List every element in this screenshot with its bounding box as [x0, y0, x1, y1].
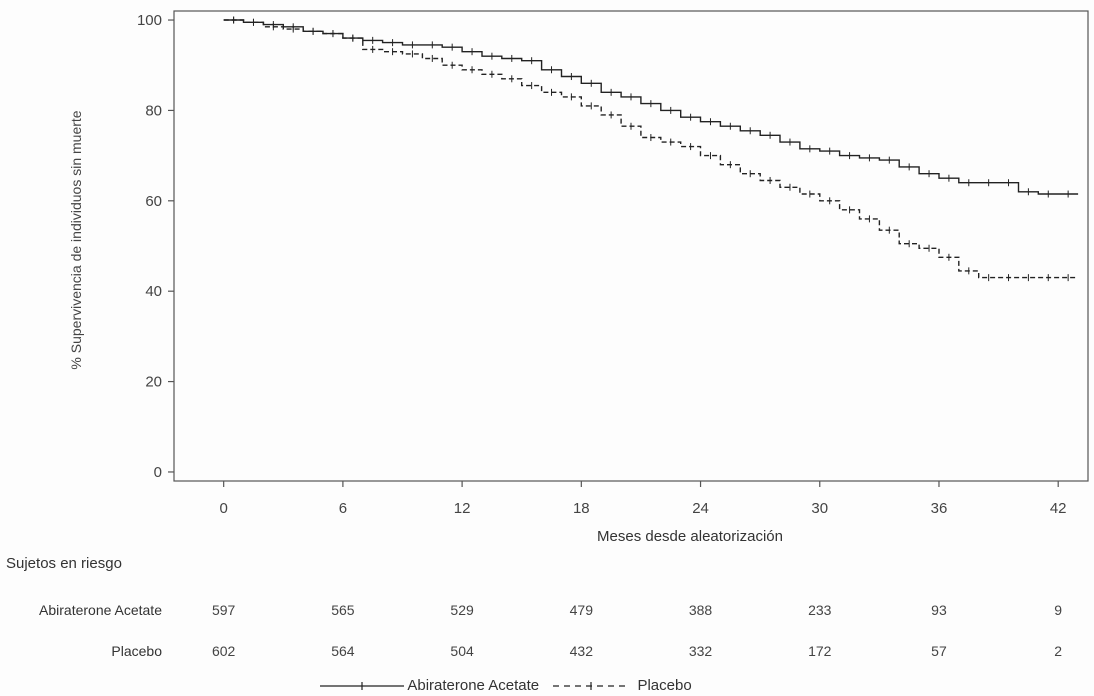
risk-cell: 529: [450, 602, 474, 618]
risk-table-title: Sujetos en riesgo: [6, 555, 122, 572]
legend-label-placebo: Placebo: [637, 676, 692, 694]
risk-row-label: Placebo: [111, 643, 162, 659]
risk-cell: 2: [1054, 643, 1063, 659]
y-tick-label: 80: [145, 102, 162, 119]
x-tick-label: 0: [220, 500, 228, 517]
y-tick-label: 100: [137, 12, 162, 29]
risk-row-label: Abiraterone Acetate: [39, 602, 162, 618]
risk-cell: 479: [569, 602, 593, 618]
risk-cell: 565: [331, 602, 355, 618]
risk-cell: 9: [1054, 602, 1063, 618]
x-axis-label: Meses desde aleatorización: [597, 528, 783, 545]
y-tick-label: 60: [145, 193, 162, 210]
risk-cell: 388: [688, 602, 713, 618]
y-tick-label: 40: [145, 283, 162, 300]
plot-frame: [173, 10, 1089, 482]
x-tick-label: 30: [811, 500, 828, 517]
x-axis-ticks: 0 6 12 18 24 30 36 42: [220, 481, 1067, 517]
x-tick-label: 24: [692, 500, 709, 517]
risk-cell: 602: [211, 643, 236, 659]
legend: Abiraterone Acetate Placebo: [320, 676, 698, 696]
legend-label-abiraterone: Abiraterone Acetate: [407, 676, 540, 694]
x-tick-label: 42: [1050, 500, 1067, 517]
risk-cell: 233: [808, 602, 832, 618]
series-line-1: [223, 19, 1079, 279]
risk-cell: 504: [450, 643, 474, 659]
y-tick-label: 0: [154, 464, 162, 481]
y-axis-ticks: 0 20 40 60 80 100: [137, 12, 174, 481]
x-tick-label: 6: [339, 500, 347, 517]
x-tick-label: 18: [573, 500, 590, 517]
risk-cell: 93: [931, 602, 947, 618]
x-tick-label: 36: [931, 500, 948, 517]
risk-cell: 597: [211, 602, 236, 618]
risk-cell: 564: [331, 643, 355, 659]
y-axis-label: % Supervivencia de individuos sin muerte: [68, 110, 84, 370]
series-lines: [223, 16, 1079, 282]
risk-cell: 57: [931, 643, 947, 659]
legend-item-placebo: Placebo: [549, 676, 692, 694]
risk-cell: 432: [569, 643, 593, 659]
y-axis-label-wrap: % Supervivencia de individuos sin muerte: [64, 70, 88, 410]
x-tick-label: 12: [454, 500, 471, 517]
legend-solid-line-icon: [320, 681, 404, 690]
legend-item-abiraterone: Abiraterone Acetate: [320, 677, 539, 694]
risk-cell: 172: [808, 643, 832, 659]
legend-dashed-line-icon: [553, 681, 630, 690]
y-tick-label: 20: [145, 374, 162, 391]
risk-cell: 332: [688, 643, 713, 659]
